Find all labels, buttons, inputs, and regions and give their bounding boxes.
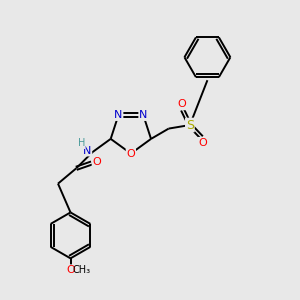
Text: H: H xyxy=(78,138,85,148)
Text: O: O xyxy=(127,148,135,158)
Text: O: O xyxy=(66,265,75,275)
Text: O: O xyxy=(178,99,186,110)
Text: N: N xyxy=(139,110,148,120)
Text: S: S xyxy=(186,118,194,131)
Text: O: O xyxy=(198,138,207,148)
Text: CH₃: CH₃ xyxy=(73,265,91,275)
Text: N: N xyxy=(83,146,91,156)
Text: O: O xyxy=(92,157,101,166)
Text: N: N xyxy=(114,110,123,120)
